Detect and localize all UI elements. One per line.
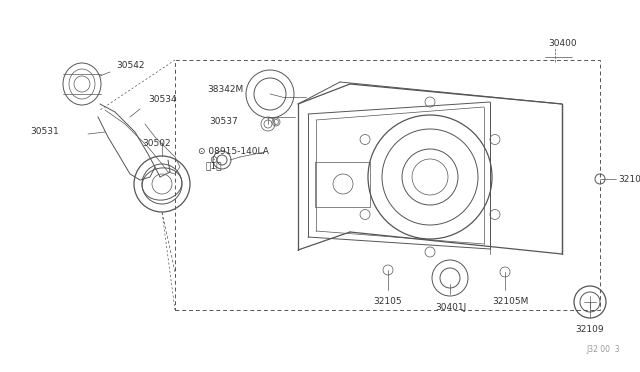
- Text: 38342M: 38342M: [208, 86, 244, 94]
- Text: 30534: 30534: [148, 96, 177, 105]
- Text: 30401J: 30401J: [435, 302, 467, 311]
- Bar: [175, 60, 600, 310]
- Text: 30531: 30531: [30, 128, 59, 137]
- Text: 30502: 30502: [142, 140, 171, 148]
- Text: J32 00  3: J32 00 3: [586, 346, 620, 355]
- Text: 32105: 32105: [618, 174, 640, 183]
- Text: 32105M: 32105M: [492, 298, 529, 307]
- Text: ⊙: ⊙: [209, 155, 217, 165]
- Text: 32105: 32105: [373, 298, 402, 307]
- Text: 30537: 30537: [209, 118, 238, 126]
- Bar: [315, 162, 370, 207]
- Text: 30542: 30542: [116, 61, 145, 71]
- Text: （1）: （1）: [206, 161, 223, 170]
- Text: ⊙ 08915-140LA: ⊙ 08915-140LA: [198, 148, 269, 157]
- Text: 32109: 32109: [575, 326, 604, 334]
- Text: 30400: 30400: [548, 39, 577, 48]
